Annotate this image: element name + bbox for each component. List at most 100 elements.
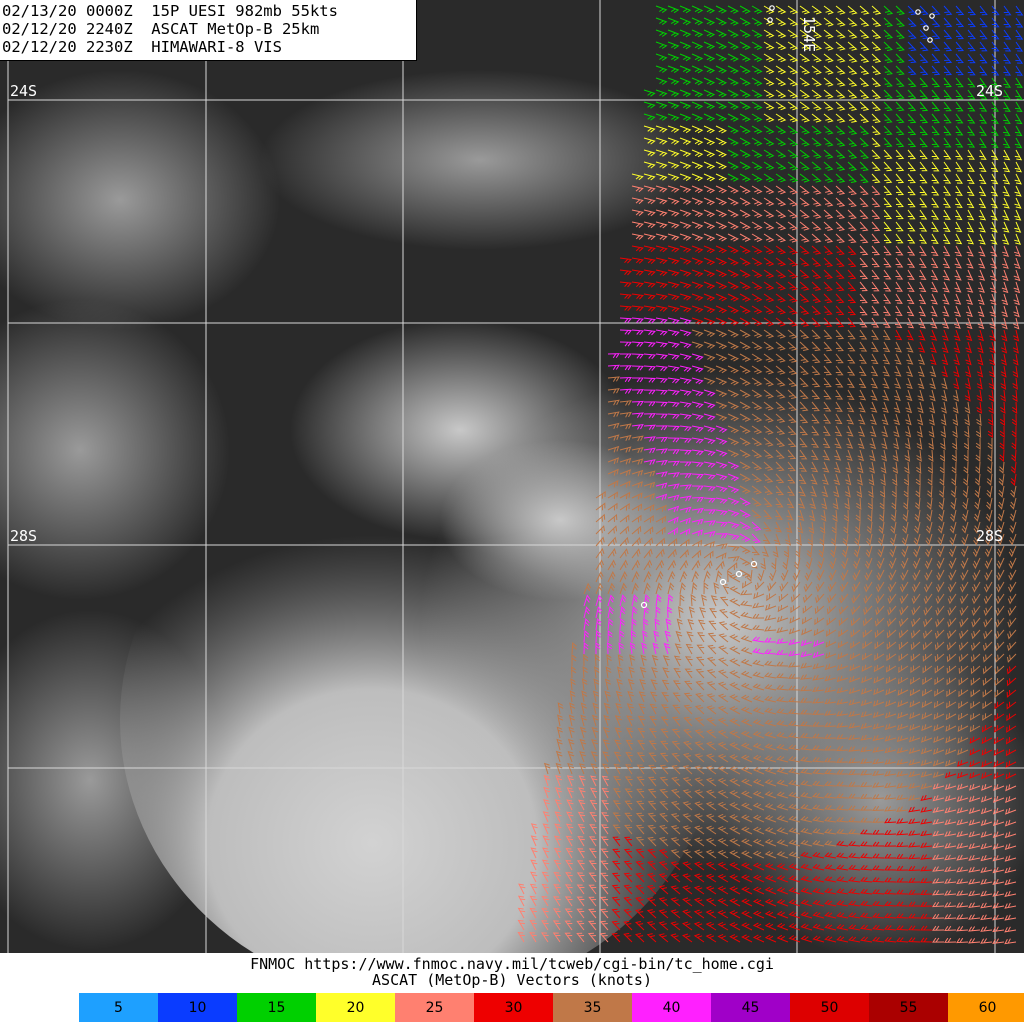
wind-barb <box>739 377 751 386</box>
wind-barb <box>703 329 716 338</box>
wind-barb <box>787 173 799 183</box>
wind-barb <box>752 850 765 859</box>
wind-barb <box>717 897 729 907</box>
wind-barb <box>920 747 933 755</box>
wind-barb <box>890 509 897 522</box>
wind-barb <box>836 935 849 943</box>
wind-barb <box>923 629 933 639</box>
wind-barb <box>652 642 659 655</box>
wind-barb <box>994 653 1005 663</box>
wind-barb <box>931 101 941 112</box>
wind-barb <box>851 581 861 593</box>
wind-barb <box>955 137 964 148</box>
wind-barb <box>655 281 668 289</box>
wind-barb <box>579 726 587 739</box>
wind-barb <box>893 437 900 450</box>
wind-barb <box>607 353 620 359</box>
wind-barb <box>969 724 981 733</box>
wind-barb <box>864 557 873 570</box>
wind-barb <box>800 875 813 883</box>
wind-barb <box>631 582 639 595</box>
wind-barb <box>845 461 853 474</box>
wind-barb <box>897 700 909 708</box>
wind-barb <box>697 619 706 631</box>
wind-barb <box>787 317 798 327</box>
wind-barb <box>851 605 861 616</box>
wind-barb <box>607 582 616 595</box>
wind-barb <box>836 675 849 683</box>
wind-barb <box>847 5 858 15</box>
wind-barb <box>908 865 921 872</box>
wind-barb <box>790 605 801 614</box>
wind-barb <box>787 461 796 472</box>
wind-barb <box>626 727 634 739</box>
wind-barb <box>823 413 832 424</box>
wind-barb <box>602 727 610 739</box>
wind-barb <box>816 569 825 581</box>
wind-barbs <box>517 5 1024 945</box>
wind-barb <box>764 755 777 763</box>
wind-barb <box>648 752 657 763</box>
wind-barb <box>619 536 629 547</box>
wind-barb <box>799 89 810 99</box>
wind-barb <box>974 497 981 510</box>
wind-barb <box>888 557 897 570</box>
wind-barb <box>727 497 740 505</box>
wind-barb <box>877 545 885 558</box>
storm-info-line: 02/13/20 0000Z 15P UESI 982mb 55kts <box>2 2 338 20</box>
wind-barb <box>740 635 753 643</box>
wind-barb <box>954 293 962 305</box>
wind-barb <box>703 520 716 526</box>
wind-barb <box>713 582 720 595</box>
wind-barb <box>693 873 705 883</box>
wind-barb <box>932 866 945 872</box>
wind-barb <box>965 305 973 318</box>
wind-barb <box>955 185 963 196</box>
wind-barb <box>693 897 705 907</box>
wind-barb <box>717 825 729 835</box>
wind-barb <box>992 902 1005 909</box>
wind-barb <box>946 677 957 686</box>
wind-barb <box>739 41 751 50</box>
wind-barb <box>717 849 729 859</box>
wind-barb <box>920 759 933 766</box>
wind-barb <box>679 269 692 277</box>
ascat-info-line: 02/12/20 2240Z ASCAT MetOp-B 25km <box>2 20 320 38</box>
wind-barb <box>752 886 765 895</box>
wind-barb <box>883 281 892 292</box>
wind-barb <box>592 690 599 703</box>
wind-barb <box>826 629 837 637</box>
wind-barb <box>988 389 995 402</box>
wind-barb <box>619 617 625 631</box>
wind-barb <box>872 782 885 788</box>
wind-barb <box>994 701 1005 710</box>
wind-barb <box>653 630 660 643</box>
wind-barb <box>826 605 837 615</box>
wind-barb <box>643 209 656 217</box>
wind-barb <box>943 89 952 100</box>
wind-barb <box>727 161 739 170</box>
wind-barb <box>763 317 775 327</box>
wind-barb <box>715 461 728 469</box>
wind-barb <box>992 890 1005 897</box>
wind-barb <box>739 65 751 74</box>
wind-barb <box>694 753 705 763</box>
wind-barb <box>727 185 739 194</box>
wind-barb <box>873 676 885 684</box>
wind-barb <box>931 209 940 220</box>
wind-barb <box>703 53 716 62</box>
wind-barb <box>703 305 716 314</box>
wind-barb <box>943 209 951 220</box>
wind-barb <box>920 889 933 896</box>
wind-barb <box>1002 161 1011 173</box>
wind-barb <box>619 559 629 571</box>
wind-barb <box>595 594 603 607</box>
wind-barb <box>530 835 538 847</box>
wind-barb <box>822 449 831 461</box>
wind-barb <box>655 341 668 348</box>
wind-barb <box>996 545 1005 558</box>
wind-barb <box>871 5 882 15</box>
wind-barb <box>751 209 763 219</box>
wind-barb <box>921 689 933 697</box>
wind-barb <box>871 353 879 365</box>
